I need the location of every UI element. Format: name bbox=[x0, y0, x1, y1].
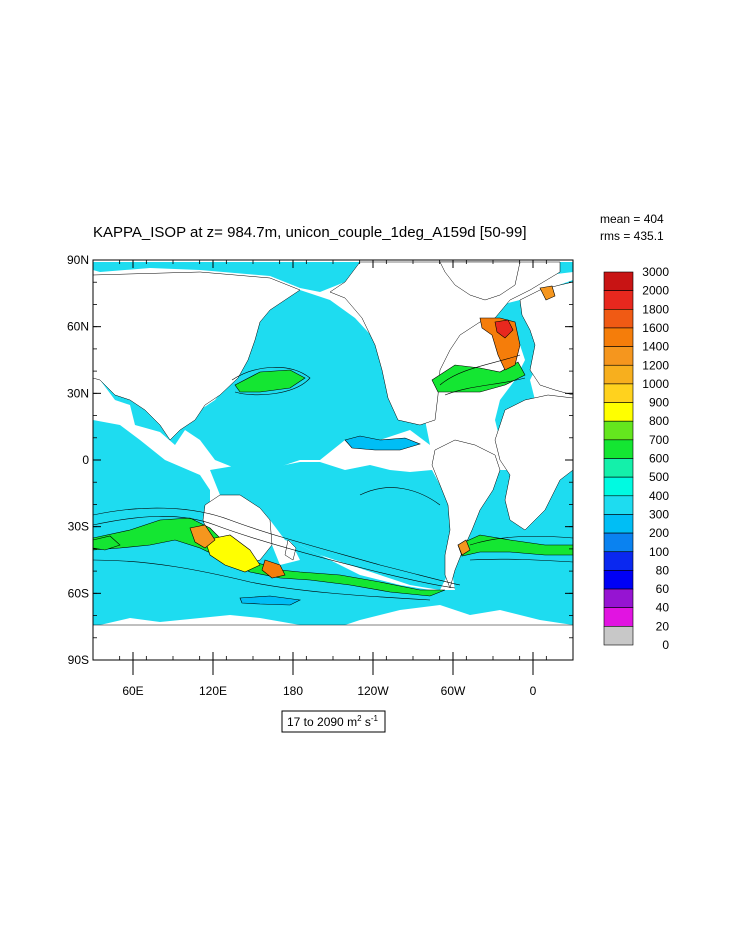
x-axis: 60E 120E 180 120W 60W 0 bbox=[92, 260, 574, 698]
y-tick-label: 0 bbox=[82, 453, 89, 467]
band-blue-tropics bbox=[344, 435, 421, 451]
colorbar-level-label: 1400 bbox=[642, 340, 669, 354]
units-exp: 2 bbox=[357, 714, 362, 723]
band-norwegian bbox=[539, 285, 556, 301]
x-tick-label: 60W bbox=[441, 684, 466, 698]
colorbar-level-label: 800 bbox=[649, 414, 669, 428]
colorbar-level-label: 900 bbox=[649, 396, 669, 410]
ocean-south-pacific bbox=[210, 462, 455, 590]
y-tick-label: 60N bbox=[67, 320, 89, 334]
land-eurasia bbox=[93, 271, 301, 441]
land-greenland bbox=[439, 261, 521, 301]
colorbar-swatch bbox=[603, 420, 634, 441]
colorbar-level-label: 0 bbox=[662, 638, 669, 652]
y-tick-label: 60S bbox=[68, 586, 89, 600]
colorbar-level-label: 60 bbox=[656, 582, 670, 596]
units-label-box: 17 to 2090 m2 s-1 bbox=[281, 710, 386, 733]
colorbar-swatch bbox=[603, 346, 634, 366]
colorbar-swatch bbox=[603, 458, 634, 478]
band-green-indian bbox=[93, 535, 121, 551]
colorbar-swatch bbox=[603, 402, 634, 422]
units-tail: s bbox=[362, 715, 371, 729]
colorbar-level-label: 100 bbox=[649, 545, 669, 559]
x-tick-label: 0 bbox=[530, 684, 537, 698]
colorbar-level-label: 3000 bbox=[642, 265, 669, 279]
colorbar-swatch bbox=[603, 364, 634, 385]
colorbar-swatch bbox=[603, 290, 634, 310]
band-blue-antarctic bbox=[239, 595, 302, 606]
colorbar-level-label: 40 bbox=[656, 601, 670, 615]
colorbar-level-label: 1600 bbox=[642, 321, 669, 335]
band-orange-south bbox=[189, 524, 216, 549]
colorbar-level-label: 300 bbox=[649, 507, 669, 521]
stat-mean: mean = 404 bbox=[600, 212, 664, 226]
band-yellow-south bbox=[204, 534, 261, 573]
high-value-bands bbox=[93, 285, 573, 606]
colorbar-swatch bbox=[603, 607, 634, 627]
colorbar-level-label: 2000 bbox=[642, 284, 669, 298]
x-tick-label: 60E bbox=[122, 684, 143, 698]
colorbar-swatch bbox=[603, 626, 634, 646]
units-tail-exp: -1 bbox=[371, 714, 379, 723]
x-tick-label: 180 bbox=[283, 684, 303, 698]
colorbar-level-label: 1200 bbox=[642, 358, 669, 372]
map-panel bbox=[93, 260, 573, 660]
colorbar-level-label: 1000 bbox=[642, 377, 669, 391]
y-tick-label: 30N bbox=[67, 386, 89, 400]
colorbar-swatch bbox=[603, 476, 634, 497]
colorbar-level-label: 80 bbox=[656, 563, 670, 577]
band-kuroshio bbox=[234, 369, 306, 393]
stat-rms: rms = 435.1 bbox=[600, 229, 664, 243]
colorbar-level-label: 700 bbox=[649, 433, 669, 447]
x-tick-label: 120W bbox=[357, 684, 389, 698]
colorbar-swatch bbox=[603, 514, 634, 534]
colorbar-level-label: 600 bbox=[649, 452, 669, 466]
units-base: m bbox=[347, 715, 357, 729]
colorbar-level-label: 20 bbox=[656, 619, 670, 633]
land-masses bbox=[93, 261, 573, 660]
colorbar-level-label: 500 bbox=[649, 470, 669, 484]
colorbar-swatch bbox=[603, 588, 634, 608]
band-north-atlantic-red bbox=[494, 319, 514, 339]
colorbar-swatch bbox=[603, 532, 634, 553]
units-label: 17 to 2090 m2 s-1 bbox=[287, 714, 379, 729]
chart-title: KAPPA_ISOP at z= 984.7m, unicon_couple_1… bbox=[93, 224, 527, 241]
land-europe bbox=[519, 281, 573, 396]
colorbar: 3000200018001600140012001000900800700600… bbox=[603, 265, 670, 652]
x-tick-label: 120E bbox=[199, 684, 227, 698]
units-range: 17 to 2090 bbox=[287, 715, 344, 729]
y-tick-label: 30S bbox=[68, 520, 89, 534]
colorbar-swatch bbox=[603, 551, 634, 571]
land-antarctica bbox=[93, 624, 573, 660]
colorbar-swatch bbox=[603, 570, 634, 590]
band-green-south bbox=[93, 517, 446, 597]
band-orange-atl-south bbox=[457, 539, 471, 556]
contour-lines bbox=[93, 354, 573, 601]
y-axis: 90N 60N 30N 0 30S 60S 90S bbox=[67, 253, 573, 667]
units-box-border bbox=[281, 710, 386, 733]
colorbar-swatch bbox=[603, 308, 634, 329]
band-gulfstream bbox=[431, 361, 526, 393]
colorbar-swatch bbox=[603, 439, 634, 459]
y-tick-label: 90N bbox=[67, 253, 89, 267]
land-africa bbox=[494, 394, 573, 531]
land-north-america bbox=[329, 261, 561, 426]
colorbar-swatch bbox=[603, 327, 634, 347]
colorbar-swatch bbox=[603, 271, 634, 291]
ocean-arctic bbox=[93, 262, 573, 292]
colorbar-swatch bbox=[603, 383, 634, 403]
colorbar-level-label: 200 bbox=[649, 526, 669, 540]
colorbar-level-label: 1800 bbox=[642, 302, 669, 316]
colorbar-level-label: 400 bbox=[649, 489, 669, 503]
colorbar-swatch bbox=[603, 495, 634, 515]
land-new-zealand bbox=[284, 539, 297, 561]
y-tick-label: 90S bbox=[68, 653, 89, 667]
land-south-america bbox=[431, 439, 501, 589]
band-orange-tasman bbox=[261, 559, 286, 579]
